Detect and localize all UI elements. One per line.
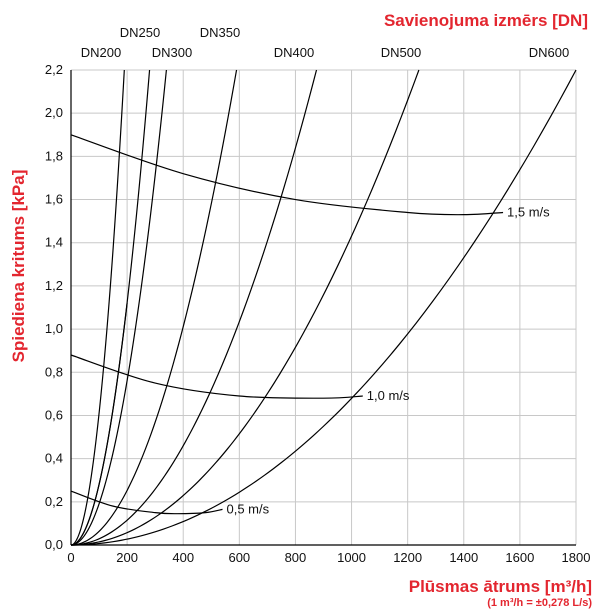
series-line-dn350 <box>70 69 167 546</box>
dn-label-dn250: DN250 <box>120 25 160 40</box>
y-tick-label: 1,2 <box>45 278 63 293</box>
series-line-dn600 <box>70 69 420 546</box>
dn-label-dn600: DN600 <box>529 45 569 60</box>
x-tick-label: 1000 <box>337 550 366 565</box>
x-tick-label: 1800 <box>562 550 591 565</box>
x-tick-label: 1200 <box>393 550 422 565</box>
velocity-line <box>70 490 223 515</box>
x-tick-label: 800 <box>285 550 307 565</box>
grid <box>70 69 577 546</box>
velocity-label: 0,5 m/s <box>227 501 270 516</box>
velocity-line <box>70 354 363 399</box>
dn-label-dn400: DN400 <box>274 45 314 60</box>
x-tick-label: 600 <box>228 550 250 565</box>
x-tick-label: 1400 <box>449 550 478 565</box>
dn-label-dn500: DN500 <box>381 45 421 60</box>
series-line-dn500 <box>70 69 318 546</box>
y-axis-label: Spiediena kritums [kPa] <box>9 170 28 363</box>
series-line-dn400 <box>70 69 238 546</box>
velocity-label: 1,5 m/s <box>507 205 550 220</box>
y-tick-label: 0,2 <box>45 494 63 509</box>
dn-label-dn350: DN350 <box>200 25 240 40</box>
dn-curves <box>70 69 577 546</box>
velocity-line <box>70 134 504 216</box>
dn-label-dn200: DN200 <box>81 45 121 60</box>
velocity-lines: 0,5 m/s 1,0 m/s 1,5 m/s <box>70 134 550 516</box>
series-line-dn200 <box>70 69 125 546</box>
y-tick-label: 0,6 <box>45 407 63 422</box>
y-tick-label: 1,6 <box>45 192 63 207</box>
y-tick-label: 2,2 <box>45 62 63 77</box>
x-tick-label: 1600 <box>505 550 534 565</box>
y-tick-label: 2,0 <box>45 105 63 120</box>
x-axis-label: Plūsmas ātrums [m³/h] <box>409 577 592 596</box>
series-line-dn300 <box>70 69 151 546</box>
y-tick-label: 0,0 <box>45 537 63 552</box>
axis-ticks: 0 200 400 600 800 1000 1200 1400 1600 1800 0,0 0,2 0… <box>45 62 591 565</box>
y-tick-label: 0,4 <box>45 451 63 466</box>
y-tick-label: 1,4 <box>45 235 63 250</box>
x-tick-label: 400 <box>172 550 194 565</box>
y-tick-label: 0,8 <box>45 364 63 379</box>
velocity-label: 1,0 m/s <box>367 388 410 403</box>
y-tick-label: 1,0 <box>45 321 63 336</box>
chart-title: Savienojuma izmērs [DN] <box>384 11 588 30</box>
dn-label-dn300: DN300 <box>152 45 192 60</box>
series-line-dn700 <box>70 69 577 546</box>
y-tick-label: 1,8 <box>45 148 63 163</box>
x-tick-label: 200 <box>116 550 138 565</box>
x-axis-note: (1 m³/h = ±0,278 L/s) <box>487 597 592 609</box>
x-tick-label: 0 <box>67 550 74 565</box>
dn-top-labels: DN200 DN250 DN300 DN350 DN400 DN500 DN600 <box>81 25 569 60</box>
